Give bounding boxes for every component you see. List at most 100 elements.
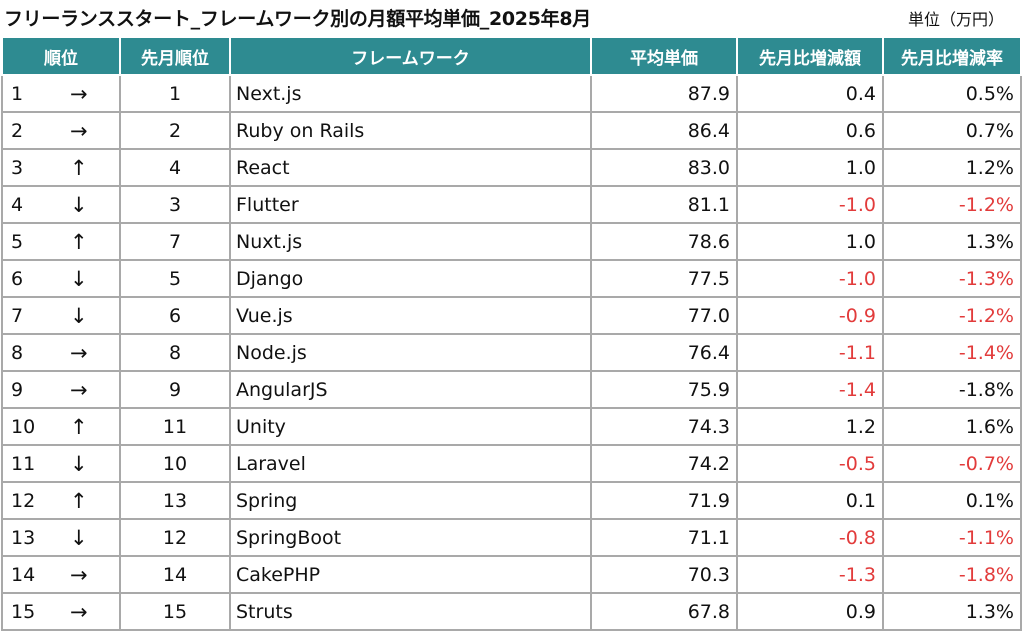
title-bar: フリーランススタート_フレームワーク別の月額平均単価_2025年8月 単位（万円… — [0, 0, 1024, 36]
prev-rank-cell: 11 — [119, 407, 231, 446]
table-header: 順位 先月順位 フレームワーク 平均単価 先月比増減額 先月比増減率 — [1, 36, 1022, 76]
framework-name-cell: AngularJS — [229, 370, 592, 409]
rank-cell: 15 — [1, 592, 64, 631]
avg-price-cell: 83.0 — [590, 148, 738, 187]
avg-price-cell: 71.1 — [590, 518, 738, 557]
avg-price-cell: 71.9 — [590, 481, 738, 520]
trend-arrow-icon: → — [64, 74, 121, 113]
diff-rate-cell: 1.3% — [882, 222, 1022, 261]
trend-arrow-icon: → — [64, 333, 121, 372]
trend-arrow-icon: ↑ — [64, 407, 121, 446]
avg-price-cell: 67.8 — [590, 592, 738, 631]
diff-rate-cell: 1.2% — [882, 148, 1022, 187]
column-header-framework: フレームワーク — [229, 36, 592, 76]
avg-price-cell: 74.3 — [590, 407, 738, 446]
rank-cell: 7 — [1, 296, 64, 335]
table-row: 7 ↓ 6 Vue.js 77.0 -0.9 -1.2% — [1, 296, 1022, 335]
table-body: 1 → 1 Next.js 87.9 0.4 0.5% 2 → 2 Ruby on Rails 86.… — [1, 74, 1022, 631]
trend-arrow-icon: ↓ — [64, 518, 121, 557]
avg-price-cell: 70.3 — [590, 555, 738, 594]
diff-amount-cell: 0.1 — [736, 481, 884, 520]
diff-amount-cell: -0.9 — [736, 296, 884, 335]
diff-rate-cell: -0.7% — [882, 444, 1022, 483]
avg-price-cell: 86.4 — [590, 111, 738, 150]
table-row: 9 → 9 AngularJS 75.9 -1.4 -1.8% — [1, 370, 1022, 409]
framework-name-cell: Unity — [229, 407, 592, 446]
trend-arrow-icon: ↓ — [64, 259, 121, 298]
diff-amount-cell: -0.8 — [736, 518, 884, 557]
diff-rate-cell: 0.7% — [882, 111, 1022, 150]
avg-price-cell: 87.9 — [590, 74, 738, 113]
table-row: 2 → 2 Ruby on Rails 86.4 0.6 0.7% — [1, 111, 1022, 150]
rank-cell: 9 — [1, 370, 64, 409]
table-row: 15 → 15 Struts 67.8 0.9 1.3% — [1, 592, 1022, 631]
diff-amount-cell: 0.4 — [736, 74, 884, 113]
table-row: 11 ↓ 10 Laravel 74.2 -0.5 -0.7% — [1, 444, 1022, 483]
diff-amount-cell: -1.0 — [736, 259, 884, 298]
table-row: 4 ↓ 3 Flutter 81.1 -1.0 -1.2% — [1, 185, 1022, 224]
trend-arrow-icon: ↑ — [64, 148, 121, 187]
diff-rate-cell: -1.8% — [882, 370, 1022, 409]
diff-amount-cell: -1.4 — [736, 370, 884, 409]
framework-name-cell: Struts — [229, 592, 592, 631]
rank-cell: 3 — [1, 148, 64, 187]
column-header-diff-rate: 先月比増減率 — [882, 36, 1022, 76]
diff-amount-cell: 1.0 — [736, 222, 884, 261]
table-row: 5 ↑ 7 Nuxt.js 78.6 1.0 1.3% — [1, 222, 1022, 261]
rank-cell: 6 — [1, 259, 64, 298]
rank-cell: 14 — [1, 555, 64, 594]
diff-amount-cell: -1.0 — [736, 185, 884, 224]
diff-rate-cell: -1.2% — [882, 296, 1022, 335]
avg-price-cell: 81.1 — [590, 185, 738, 224]
diff-rate-cell: -1.2% — [882, 185, 1022, 224]
rank-cell: 11 — [1, 444, 64, 483]
diff-rate-cell: -1.1% — [882, 518, 1022, 557]
prev-rank-cell: 9 — [119, 370, 231, 409]
trend-arrow-icon: → — [64, 370, 121, 409]
diff-rate-cell: -1.8% — [882, 555, 1022, 594]
prev-rank-cell: 5 — [119, 259, 231, 298]
framework-name-cell: Next.js — [229, 74, 592, 113]
table-row: 12 ↑ 13 Spring 71.9 0.1 0.1% — [1, 481, 1022, 520]
prev-rank-cell: 7 — [119, 222, 231, 261]
column-header-rank: 順位 — [1, 36, 121, 76]
trend-arrow-icon: → — [64, 555, 121, 594]
framework-name-cell: Spring — [229, 481, 592, 520]
trend-arrow-icon: ↑ — [64, 481, 121, 520]
rank-cell: 2 — [1, 111, 64, 150]
prev-rank-cell: 14 — [119, 555, 231, 594]
column-header-avg-price: 平均単価 — [590, 36, 738, 76]
framework-name-cell: Flutter — [229, 185, 592, 224]
diff-rate-cell: 0.1% — [882, 481, 1022, 520]
diff-amount-cell: -0.5 — [736, 444, 884, 483]
trend-arrow-icon: ↓ — [64, 444, 121, 483]
diff-rate-cell: -1.4% — [882, 333, 1022, 372]
rank-cell: 1 — [1, 74, 64, 113]
table-row: 3 ↑ 4 React 83.0 1.0 1.2% — [1, 148, 1022, 187]
diff-rate-cell: -1.3% — [882, 259, 1022, 298]
trend-arrow-icon: → — [64, 111, 121, 150]
prev-rank-cell: 2 — [119, 111, 231, 150]
prev-rank-cell: 10 — [119, 444, 231, 483]
rank-cell: 4 — [1, 185, 64, 224]
prev-rank-cell: 15 — [119, 592, 231, 631]
prev-rank-cell: 4 — [119, 148, 231, 187]
diff-amount-cell: -1.1 — [736, 333, 884, 372]
avg-price-cell: 76.4 — [590, 333, 738, 372]
column-header-diff-amount: 先月比増減額 — [736, 36, 884, 76]
avg-price-cell: 78.6 — [590, 222, 738, 261]
table-row: 14 → 14 CakePHP 70.3 -1.3 -1.8% — [1, 555, 1022, 594]
avg-price-cell: 77.5 — [590, 259, 738, 298]
prev-rank-cell: 12 — [119, 518, 231, 557]
prev-rank-cell: 1 — [119, 74, 231, 113]
diff-amount-cell: -1.3 — [736, 555, 884, 594]
unit-label: 単位（万円） — [907, 10, 1004, 29]
trend-arrow-icon: ↓ — [64, 296, 121, 335]
table-row: 8 → 8 Node.js 76.4 -1.1 -1.4% — [1, 333, 1022, 372]
diff-rate-cell: 1.3% — [882, 592, 1022, 631]
prev-rank-cell: 6 — [119, 296, 231, 335]
prev-rank-cell: 13 — [119, 481, 231, 520]
rank-cell: 13 — [1, 518, 64, 557]
page-title: フリーランススタート_フレームワーク別の月額平均単価_2025年8月 — [4, 8, 591, 30]
table-row: 1 → 1 Next.js 87.9 0.4 0.5% — [1, 74, 1022, 113]
